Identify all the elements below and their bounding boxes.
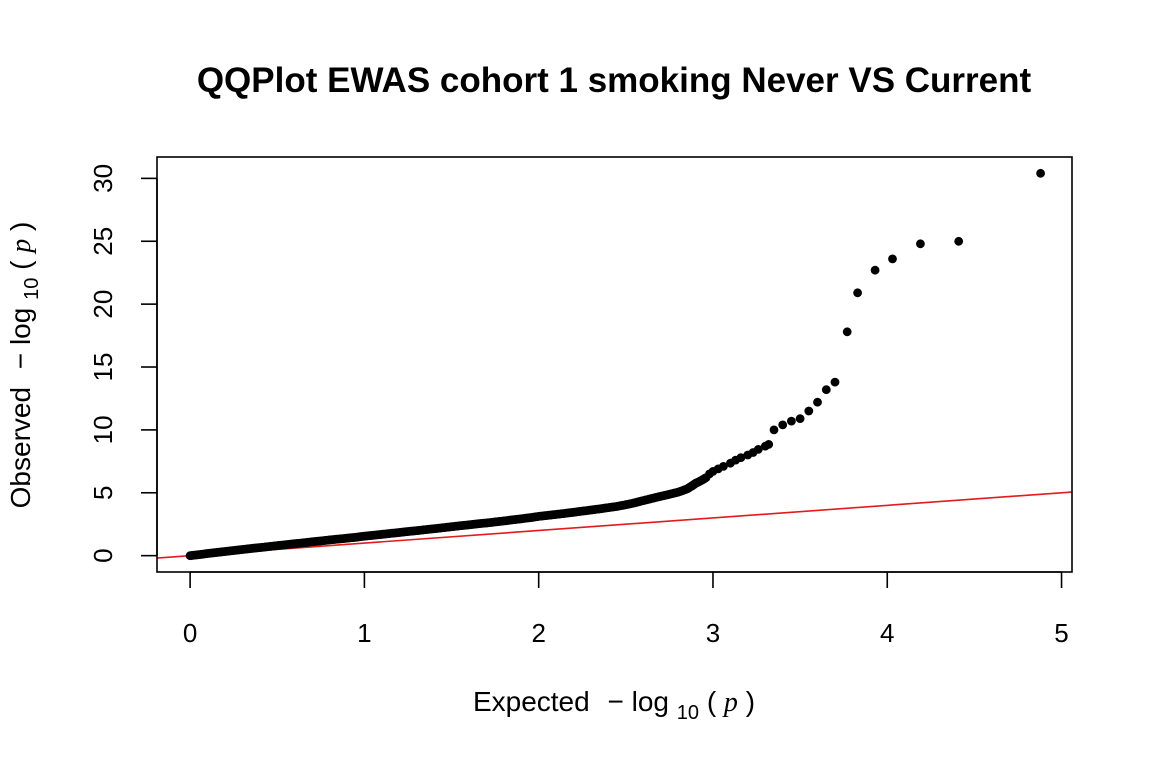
x-tick-label: 0 (183, 618, 197, 648)
x-axis-label-log: log (632, 686, 669, 717)
y-axis-label-minus: − (5, 353, 36, 369)
data-point (795, 414, 805, 423)
data-point (830, 377, 840, 387)
x-axis-label-close: ) (746, 686, 755, 717)
y-axis-label: Observed − log 10 ( p ) (5, 222, 44, 509)
x-axis-label: Expected − log 10 ( p ) (473, 686, 755, 725)
data-point (764, 440, 774, 449)
chart-title: QQPlot EWAS cohort 1 smoking Never VS Cu… (197, 61, 1032, 100)
x-tick-label: 5 (1054, 618, 1068, 648)
data-point (787, 416, 796, 426)
data-point (870, 265, 880, 275)
y-axis-label-base: 10 (21, 278, 43, 300)
x-tick-label: 3 (706, 618, 720, 648)
y-tick-label: 25 (88, 227, 118, 256)
data-point (888, 254, 897, 264)
y-axis-label-log: log (5, 308, 36, 345)
x-axis-label-open: ( (707, 686, 717, 717)
y-axis: 0 5 10 15 20 25 30 (88, 164, 158, 563)
y-tick-label: 10 (88, 415, 118, 444)
data-point (821, 385, 831, 395)
data-point (916, 239, 925, 249)
x-axis-label-prefix: Expected (473, 686, 590, 717)
x-tick-label: 1 (357, 618, 371, 648)
x-axis: 0 1 2 3 4 5 (183, 571, 1069, 648)
data-point-dense (700, 473, 710, 483)
x-tick-label: 4 (880, 618, 894, 648)
y-tick-label: 0 (88, 548, 118, 562)
data-point (753, 445, 763, 454)
y-axis-label-prefix: Observed (5, 387, 36, 508)
data-point (769, 425, 779, 435)
x-axis-label-base: 10 (677, 702, 699, 724)
x-axis-label-var: p (722, 687, 738, 718)
data-point (1036, 168, 1045, 178)
data-point (736, 453, 746, 462)
y-axis-label-open: ( (5, 260, 36, 270)
data-point (813, 397, 822, 407)
y-tick-label: 20 (88, 290, 118, 319)
y-tick-label: 30 (88, 164, 118, 193)
data-point (842, 327, 852, 337)
y-tick-label: 15 (88, 353, 118, 382)
data-point (954, 236, 964, 246)
data-points (185, 168, 1045, 561)
y-tick-label: 5 (88, 486, 118, 500)
y-axis-label-close: ) (5, 222, 36, 231)
data-point (853, 288, 862, 298)
reference-line (157, 491, 1072, 559)
data-point (719, 462, 728, 471)
x-axis-label-minus: − (607, 686, 623, 717)
data-point (778, 420, 788, 430)
y-axis-label-var: p (6, 239, 37, 255)
data-point (804, 406, 814, 416)
x-tick-label: 2 (531, 618, 545, 648)
